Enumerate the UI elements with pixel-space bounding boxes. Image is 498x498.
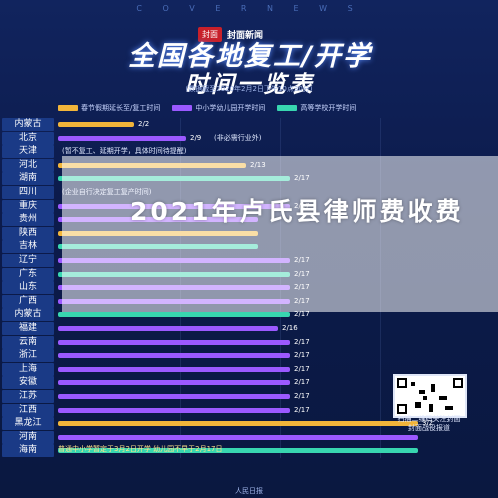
- page-title: 全国各地复工/开学: [128, 41, 372, 72]
- province-label: 湖南: [2, 172, 54, 186]
- province-label: 内蒙古: [2, 118, 54, 131]
- table-row: 黑龙江 3/2: [0, 417, 498, 431]
- province-label: 广东: [2, 267, 54, 281]
- logo-badge: 封面: [198, 26, 222, 42]
- logo-text: 封面新闻: [227, 30, 264, 41]
- title-box: 全国各地复工/开学 时间一览表: [40, 42, 460, 102]
- table-row: 内蒙古 2/17: [0, 308, 498, 322]
- date-label: 2/17: [294, 337, 310, 346]
- province-label: 天津: [2, 145, 54, 159]
- bottom-note: 普通中小学暂定于3月2日开学 幼儿园不早于2月17日: [58, 445, 223, 453]
- table-row: 内蒙古 2/2: [0, 118, 498, 132]
- page-subtitle: 时间一览表: [185, 72, 315, 98]
- table-row: 江苏 2/17: [0, 390, 498, 404]
- province-label: 河南: [2, 430, 54, 444]
- table-row: 福建 2/16: [0, 322, 498, 336]
- province-label: 四川: [2, 186, 54, 199]
- timeline-bar: [58, 366, 290, 372]
- qr-caption: 扫描二维码关注封面 封面战役报道: [397, 415, 461, 432]
- timeline-bar: [58, 122, 134, 127]
- table-row: 北京 2/9 (非必需行业外): [0, 131, 498, 146]
- legend-item: 春节假期延长至/复工时间: [58, 102, 160, 114]
- province-label: 贵州: [2, 213, 54, 227]
- overlay-title: 2021年卢氏县律师费收费: [130, 197, 464, 226]
- province-label: 江西: [2, 403, 54, 417]
- timeline-bar: [58, 135, 186, 141]
- qr-code: [393, 374, 467, 418]
- date-label: 3/2: [422, 419, 434, 428]
- date-label: 2/17: [294, 351, 310, 360]
- date-label: 2/2: [138, 120, 150, 128]
- date-label: 2/17: [294, 392, 310, 400]
- province-label: 河北: [2, 158, 54, 172]
- province-label: 重庆: [2, 199, 54, 213]
- province-label: 江苏: [2, 390, 54, 403]
- footer-credit: 人民日报: [235, 487, 263, 495]
- province-label: 广西: [2, 294, 54, 308]
- table-row: 天津 (暂不复工、延期开学，具体时间待提醒): [0, 145, 498, 159]
- brand-logo: 封面 封面新闻: [198, 25, 263, 43]
- province-label: 海南: [2, 444, 54, 458]
- legend-swatch: [172, 105, 193, 111]
- data-date: (数据截至2020年2月2日下午10点30分): [185, 85, 313, 93]
- timeline-bar: [58, 380, 290, 386]
- province-label: 云南: [2, 335, 54, 349]
- timeline-bar: [58, 312, 290, 318]
- province-label: 内蒙古: [2, 308, 54, 322]
- province-label: 吉林: [2, 240, 54, 254]
- table-row: 海南: [0, 444, 498, 458]
- legend-swatch: [277, 105, 298, 111]
- legend: 春节假期延长至/复工时间 中小学幼儿园开学时间 高等学校开学时间: [58, 102, 478, 114]
- province-label: 黑龙江: [2, 417, 54, 431]
- legend-item: 中小学幼儿园开学时间: [172, 102, 265, 114]
- watermark-overlay: [62, 156, 498, 312]
- timeline-bar: [58, 434, 418, 440]
- table-row: 浙江 2/17: [0, 349, 498, 363]
- timeline-bar: [58, 407, 290, 413]
- province-label: 福建: [2, 322, 54, 335]
- table-row: 上海 2/17: [0, 362, 498, 377]
- date-label: 2/16: [282, 324, 298, 332]
- date-label: 2/9: [190, 133, 202, 142]
- date-label: 2/17: [294, 378, 310, 387]
- top-strip: C O V E R N E W S: [136, 4, 362, 13]
- timeline-bar: [58, 339, 290, 345]
- date-label: 2/17: [294, 310, 310, 319]
- timeline-bar: [58, 326, 278, 331]
- table-row: 河南: [0, 430, 498, 445]
- row-note: (暂不复工、延期开学，具体时间待提醒): [62, 147, 187, 156]
- province-label: 山东: [2, 281, 54, 295]
- table-row: 江西 2/17: [0, 403, 498, 418]
- row-note: (非必需行业外): [214, 133, 262, 142]
- province-label: 浙江: [2, 349, 54, 363]
- province-label: 陕西: [2, 226, 54, 240]
- province-label: 北京: [2, 131, 54, 145]
- province-label: 上海: [2, 362, 54, 376]
- timeline-bar: [58, 421, 418, 427]
- table-row: 安徽 2/17: [0, 376, 498, 390]
- timeline-bar: [58, 353, 290, 359]
- province-label: 辽宁: [2, 254, 54, 267]
- table-row: 云南 2/17: [0, 335, 498, 350]
- date-label: 2/17: [294, 405, 310, 414]
- timeline-bar: [58, 394, 290, 399]
- timeline-bar: [58, 448, 418, 454]
- date-label: 2/17: [294, 364, 310, 373]
- legend-swatch: [58, 105, 78, 111]
- province-label: 安徽: [2, 376, 54, 390]
- legend-item: 高等学校开学时间: [277, 102, 356, 114]
